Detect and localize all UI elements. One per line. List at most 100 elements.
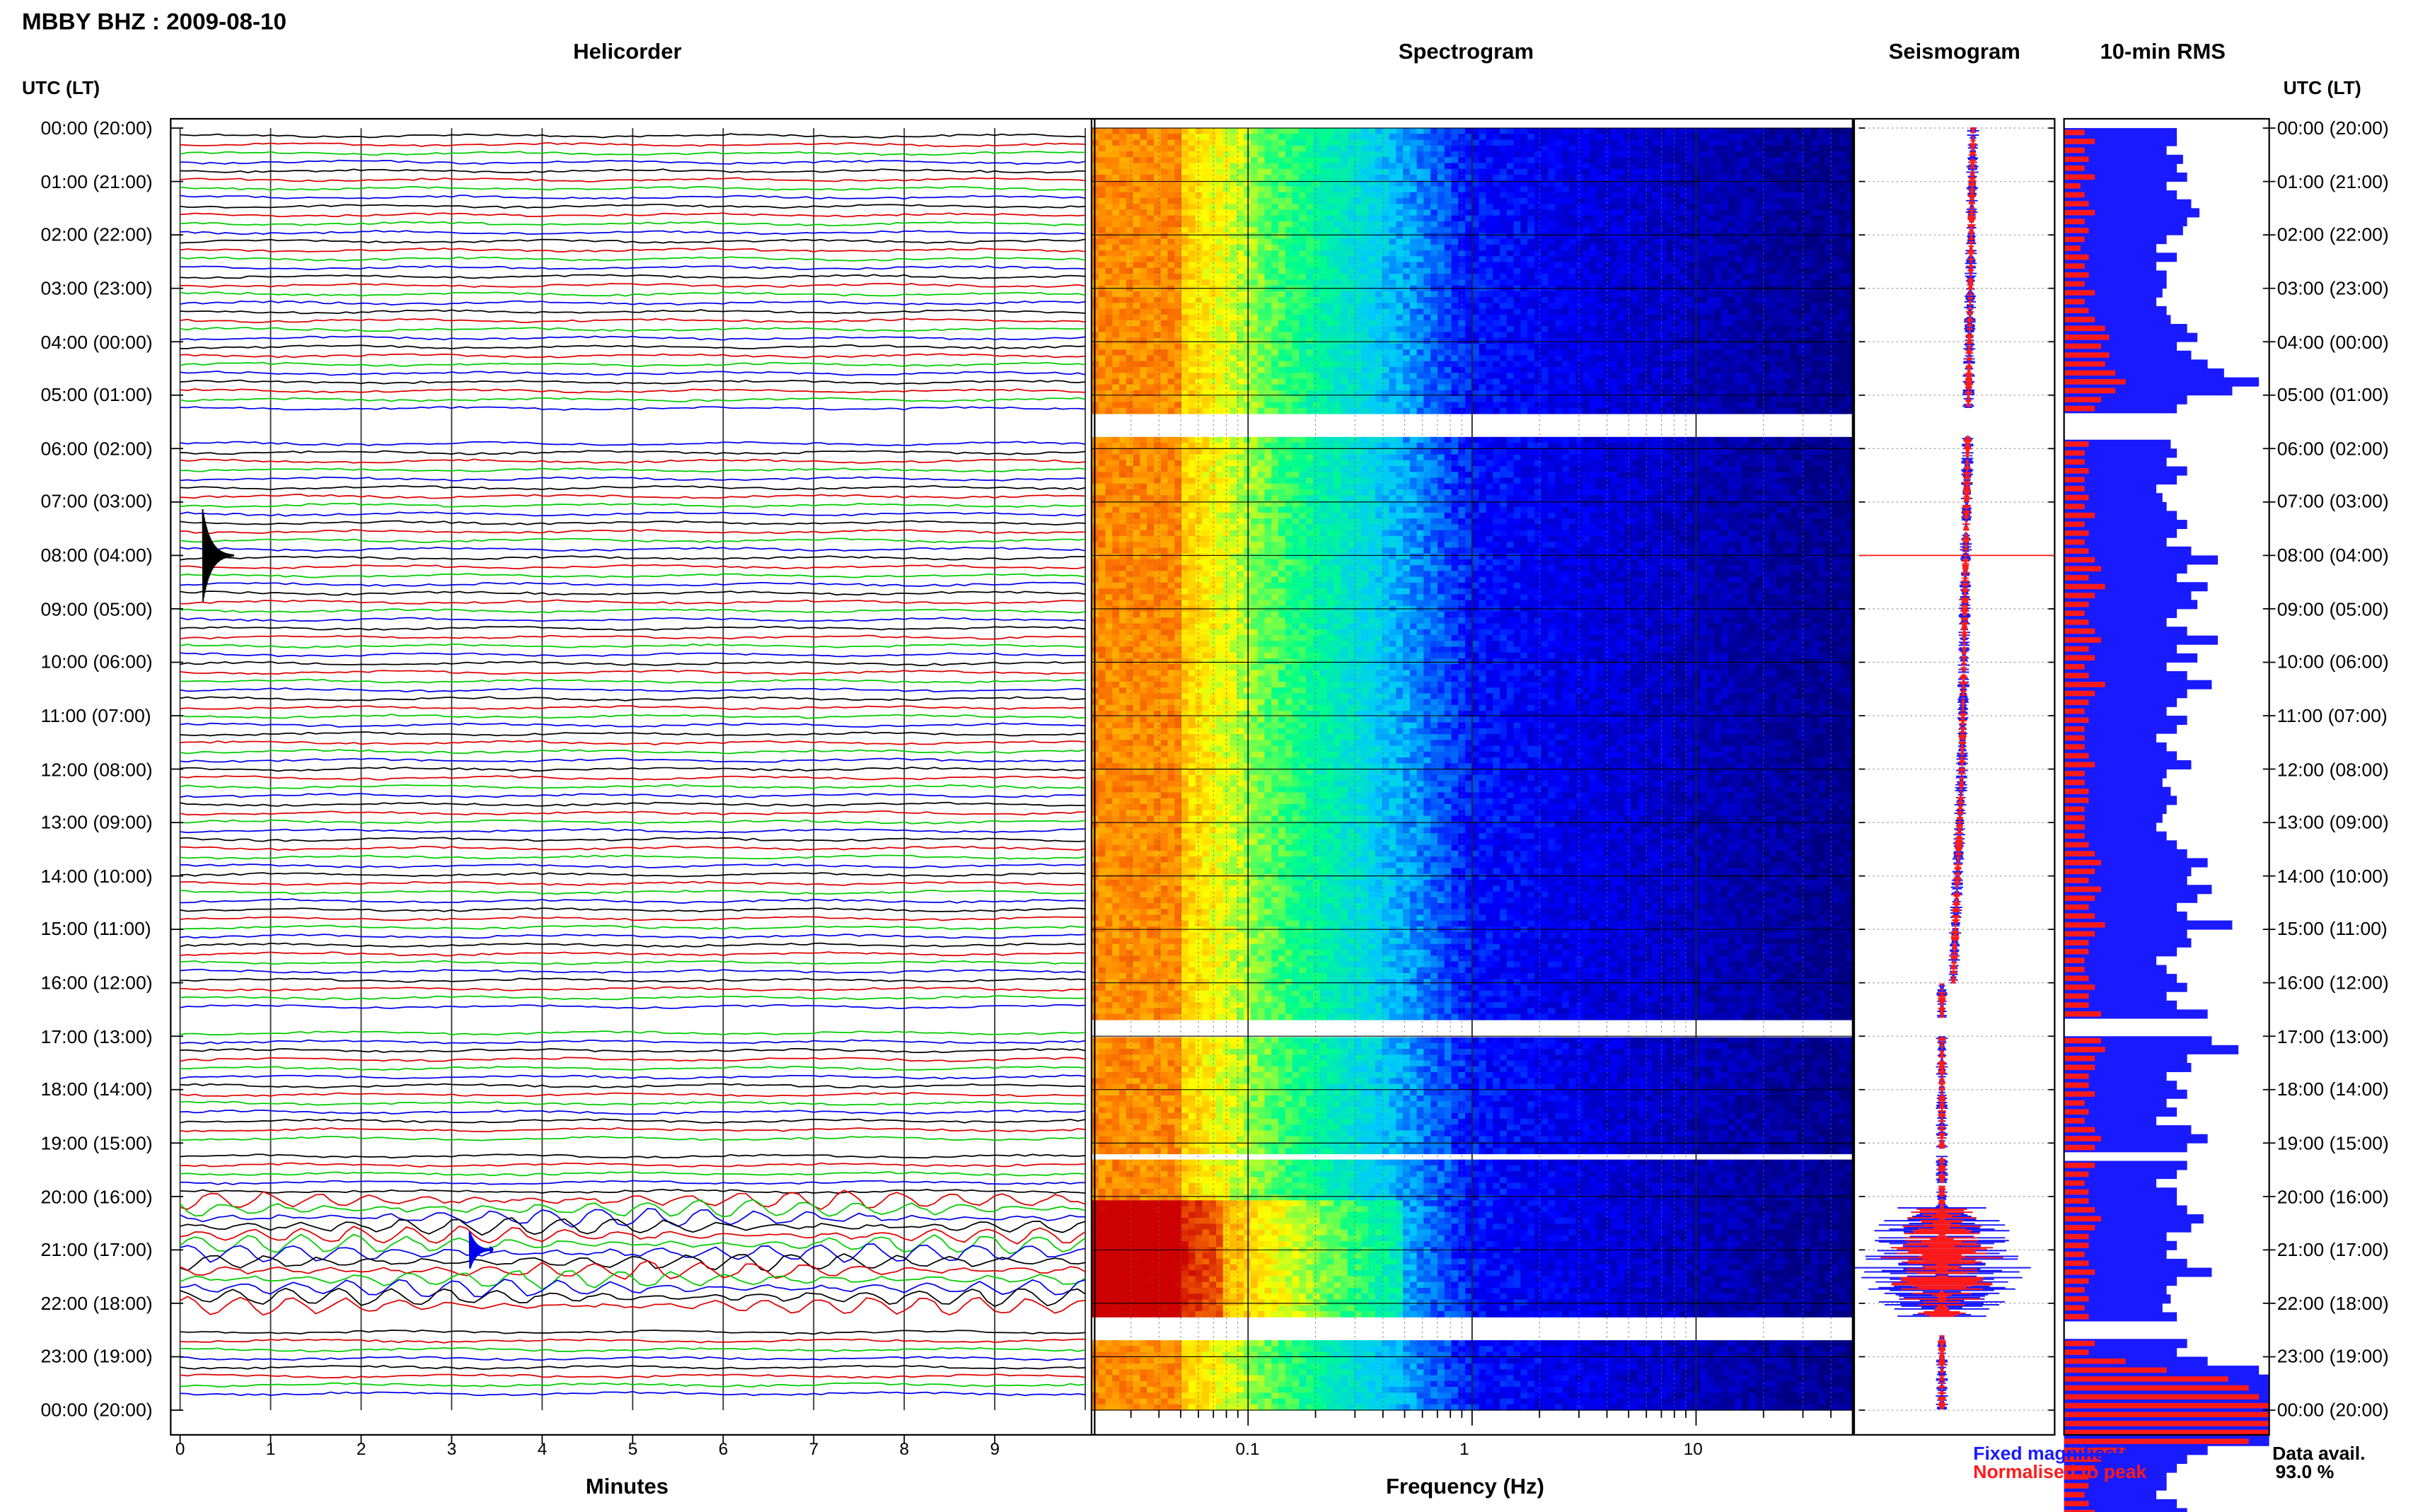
spectrogram-cell — [1410, 355, 1418, 361]
spectrogram-cell — [1714, 163, 1722, 170]
spectrogram-cell — [1472, 140, 1480, 146]
spectrogram-cell — [1133, 344, 1141, 350]
spectrogram-cell — [1174, 186, 1182, 192]
spectrogram-cell — [1659, 279, 1667, 286]
spectrogram-cell — [1147, 279, 1155, 286]
spectrogram-cell — [1181, 309, 1189, 315]
spectrogram-cell — [1161, 169, 1169, 175]
spectrogram-cell — [1452, 262, 1459, 269]
spectrogram-cell — [1209, 320, 1217, 327]
spectrogram-cell — [1106, 227, 1113, 233]
spectrogram-cell — [1230, 175, 1238, 181]
spectrogram-cell — [1742, 291, 1749, 298]
spectrogram-cell — [1839, 326, 1846, 332]
spectrogram-cell — [1140, 169, 1147, 175]
spectrogram-cell — [1334, 233, 1341, 239]
spectrogram-cell — [1320, 349, 1328, 356]
spectrogram-cell — [1562, 134, 1570, 140]
spectrogram-cell — [1313, 378, 1321, 385]
spectrogram-cell — [1417, 367, 1425, 373]
spectrogram-cell — [1493, 297, 1500, 303]
spectrogram-cell — [1188, 262, 1196, 269]
spectrogram-cell — [1147, 233, 1155, 239]
spectrogram-cell — [1811, 367, 1819, 373]
spectrogram-cell — [1368, 157, 1376, 163]
spectrogram-cell — [1126, 163, 1134, 170]
spectrogram-cell — [1707, 279, 1715, 286]
spectrogram-cell — [1348, 309, 1355, 315]
spectrogram-cell — [1791, 361, 1798, 368]
spectrogram-cell — [1278, 175, 1286, 181]
spectrogram-cell — [1583, 344, 1590, 350]
spectrogram-cell — [1534, 297, 1542, 303]
spectrogram-cell — [1168, 233, 1176, 239]
spectrogram-cell — [1396, 320, 1404, 327]
spectrogram-cell — [1590, 262, 1597, 269]
spectrogram-cell — [1438, 221, 1445, 228]
spectrogram-cell — [1126, 297, 1134, 303]
spectrogram-cell — [1749, 227, 1757, 233]
spectrogram-cell — [1728, 140, 1736, 146]
spectrogram-cell — [1486, 349, 1493, 356]
spectrogram-cell — [1396, 175, 1404, 181]
spectrogram-cell — [1188, 309, 1196, 315]
spectrogram-cell — [1285, 349, 1293, 356]
spectrogram-cell — [1430, 378, 1438, 385]
spectrogram-cell — [1223, 338, 1231, 344]
spectrogram-cell — [1452, 140, 1459, 146]
spectrogram-cell — [1701, 274, 1708, 280]
spectrogram-cell — [1604, 198, 1612, 204]
spectrogram-cell — [1334, 291, 1341, 298]
spectrogram-cell — [1562, 245, 1570, 251]
spectrogram-cell — [1223, 268, 1231, 274]
spectrogram-cell — [1541, 198, 1549, 204]
spectrogram-cell — [1583, 262, 1590, 269]
spectrogram-cell — [1417, 291, 1425, 298]
spectrogram-cell — [1306, 250, 1314, 257]
spectrogram-cell — [1403, 367, 1411, 373]
spectrogram-cell — [1099, 320, 1106, 327]
spectrogram-cell — [1126, 361, 1134, 368]
spectrogram-cell — [1147, 332, 1155, 338]
spectrogram-cell — [1375, 303, 1383, 309]
spectrogram-cell — [1292, 245, 1300, 251]
spectrogram-cell — [1230, 169, 1238, 175]
spectrogram-cell — [1278, 233, 1286, 239]
spectrogram-cell — [1445, 344, 1452, 350]
spectrogram-cell — [1652, 256, 1660, 262]
spectrogram-cell — [1728, 151, 1736, 158]
spectrogram-cell — [1258, 175, 1266, 181]
spectrogram-cell — [1430, 315, 1438, 321]
spectrogram-cell — [1099, 140, 1106, 146]
spectrogram-cell — [1417, 140, 1425, 146]
spectrogram-cell — [1791, 373, 1798, 379]
spectrogram-cell — [1694, 233, 1701, 239]
spectrogram-cell — [1791, 245, 1798, 251]
spectrogram-cell — [1666, 274, 1674, 280]
spectrogram-cell — [1735, 151, 1743, 158]
spectrogram-cell — [1216, 204, 1224, 210]
spectrogram-cell — [1783, 233, 1791, 239]
spectrogram-cell — [1313, 146, 1321, 152]
spectrogram-cell — [1216, 134, 1224, 140]
spectrogram-cell — [1811, 309, 1819, 315]
spectrogram-cell — [1278, 378, 1286, 385]
spectrogram-cell — [1555, 163, 1563, 170]
spectrogram-cell — [1348, 315, 1355, 321]
spectrogram-cell — [1818, 332, 1826, 338]
spectrogram-cell — [1368, 175, 1376, 181]
spectrogram-cell — [1140, 326, 1147, 332]
spectrogram-cell — [1355, 216, 1363, 222]
spectrogram-cell — [1541, 326, 1549, 332]
spectrogram-cell — [1341, 256, 1348, 262]
spectrogram-cell — [1251, 344, 1259, 350]
spectrogram-cell — [1694, 315, 1701, 321]
spectrogram-cell — [1278, 256, 1286, 262]
spectrogram-cell — [1410, 169, 1418, 175]
spectrogram-cell — [1271, 274, 1279, 280]
spectrogram-cell — [1348, 146, 1355, 152]
spectrogram-cell — [1174, 134, 1182, 140]
spectrogram-cell — [1403, 373, 1411, 379]
spectrogram-cell — [1271, 367, 1279, 373]
spectrogram-cell — [1583, 221, 1590, 228]
